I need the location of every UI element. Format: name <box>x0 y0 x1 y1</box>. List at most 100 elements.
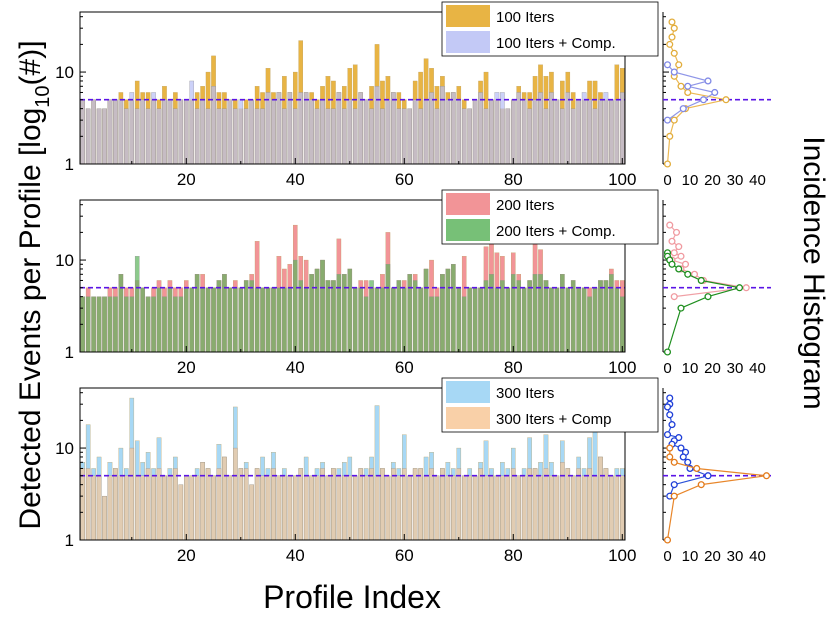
hist-point-200-iters-comp-5 <box>675 265 683 273</box>
bar-100-iters-comp-35 <box>265 92 271 164</box>
bar-200-iters-comp-35 <box>265 287 271 352</box>
bar-300-iters-comp-77 <box>494 475 500 540</box>
bar-200-iters-comp-94 <box>587 296 592 352</box>
hist-point-300-iters-comp-3 <box>670 458 678 466</box>
hist-point-200-iters-comp-6 <box>684 270 692 278</box>
bar-300-iters-comp-71 <box>461 475 467 540</box>
bar-300-iters-comp-58 <box>391 468 396 540</box>
bar-100-iters-comp-94 <box>587 99 592 164</box>
bar-200-iters-comp-41 <box>298 280 304 352</box>
bar-200-iters-comp-71 <box>461 296 467 352</box>
bar-100-iters-comp-28 <box>227 99 233 164</box>
hist-point-100-iters-1 <box>668 18 676 26</box>
bar-300-iters-comp-53 <box>363 475 369 540</box>
bar-300-iters-comp-74 <box>478 468 483 540</box>
x-tick-label-60: 60 <box>395 170 414 189</box>
bar-300-iters-comp-89 <box>560 462 565 540</box>
bar-200-iters-comp-91 <box>570 280 576 352</box>
bar-100-iters-comp-47 <box>331 108 336 164</box>
bar-300-iters-comp-56 <box>380 468 385 540</box>
legend-swatch-300-iters-comp <box>446 407 490 429</box>
hist-point-100-iters-2 <box>670 24 678 32</box>
bar-300-iters-comp-1 <box>80 468 86 540</box>
bar-100-iters-comp-3 <box>91 99 96 164</box>
hist-point-200-iters-6 <box>677 252 685 260</box>
bar-300-iters-comp-82 <box>521 475 527 540</box>
hist-point-100-iters-5 <box>670 49 678 57</box>
bar-200-iters-comp-48 <box>336 274 342 352</box>
hist-point-100-iters-comp-7 <box>679 105 687 113</box>
bar-300-iters-comp-10 <box>129 447 135 540</box>
bar-100-iters-comp-14 <box>151 92 156 164</box>
bars-300-iters-comp <box>80 447 625 540</box>
bar-200-iters-comp-72 <box>467 287 472 352</box>
bar-100-iters-comp-44 <box>314 108 320 164</box>
x-tick-label-80: 80 <box>504 170 523 189</box>
hist-point-200-iters-2 <box>672 228 681 236</box>
bar-200-iters-comp-56 <box>380 287 385 352</box>
hist-point-100-iters-13 <box>666 132 674 140</box>
hist-point-200-iters-comp-8 <box>735 284 744 292</box>
bar-100-iters-comp-83 <box>527 108 532 164</box>
legend-label-300-iters: 300 Iters <box>496 385 554 402</box>
legend: 200 Iters 200 Iters + Comp. <box>441 189 659 245</box>
x-tick-label-80: 80 <box>504 358 523 377</box>
bar-100-iters-comp-5 <box>102 108 107 164</box>
bar-200-iters-comp-3 <box>91 296 96 352</box>
bar-300-iters-comp-24 <box>205 468 211 540</box>
hist-point-200-iters-comp-11 <box>663 348 672 356</box>
bar-100-iters-comp-29 <box>233 108 238 164</box>
bar-200-iters-comp-45 <box>320 259 325 352</box>
hist-line-300-iters-comp <box>666 448 767 541</box>
bar-100-iters-comp-33 <box>254 108 260 164</box>
x-tick-label-100: 100 <box>608 546 636 565</box>
bar-300-iters-comp-40 <box>292 475 298 540</box>
bar-300-iters-comp-79 <box>505 475 511 540</box>
bar-100-iters-comp-61 <box>407 108 413 164</box>
bar-300-iters-comp-44 <box>314 475 320 540</box>
bar-300-iters-comp-23 <box>200 462 205 540</box>
bar-100-iters-comp-34 <box>260 108 265 164</box>
bar-300-iters-comp-33 <box>254 468 260 540</box>
histogram-axis-title: Incidence Histogram <box>797 136 830 409</box>
bar-200-iters-comp-75 <box>483 280 489 352</box>
bar-100-iters-comp-48 <box>336 92 342 164</box>
bar-100-iters-comp-56 <box>380 108 385 164</box>
bar-200-iters-comp-87 <box>549 287 554 352</box>
hist-x-tick-label-40: 40 <box>749 548 766 565</box>
bar-300-iters-comp-50 <box>347 475 353 540</box>
bar-100-iters-comp-32 <box>249 99 254 164</box>
bar-200-iters-comp-19 <box>178 296 184 352</box>
bar-300-iters-comp-90 <box>565 468 571 540</box>
bar-100-iters-comp-15 <box>156 108 162 164</box>
legend: 100 Iters 100 Iters + Comp. <box>441 1 659 57</box>
bar-200-iters-comp-38 <box>282 287 287 352</box>
bar-200-iters-comp-16 <box>162 296 167 352</box>
bar-100-iters-comp-86 <box>543 108 549 164</box>
bar-200-iters-comp-36 <box>271 287 276 352</box>
bar-100-iters-comp-77 <box>494 92 500 164</box>
histogram-axes: 0 10 20 30 40 <box>662 388 766 565</box>
hist-point-100-iters-3 <box>668 33 676 41</box>
bar-200-iters-comp-74 <box>478 287 483 352</box>
bar-300-iters-comp-81 <box>516 475 522 540</box>
bar-200-iters-comp-93 <box>581 287 587 352</box>
bar-100-iters-comp-64 <box>423 99 429 164</box>
bar-300-iters-comp-16 <box>162 475 167 540</box>
bar-100-iters-comp-62 <box>412 99 418 164</box>
x-tick-label-40: 40 <box>286 358 305 377</box>
bar-300-iters-comp-28 <box>227 475 233 540</box>
bar-300-iters-comp-88 <box>554 475 560 540</box>
bar-200-iters-comp-85 <box>538 274 543 352</box>
bar-200-iters-comp-24 <box>205 287 211 352</box>
bar-300-iters-comp-84 <box>532 468 538 540</box>
bar-200-iters-comp-52 <box>358 287 363 352</box>
hist-point-100-iters-comp-5 <box>711 88 719 97</box>
bar-100-iters-comp-73 <box>472 99 478 164</box>
hist-point-200-iters-1 <box>666 221 674 229</box>
bar-300-iters-comp-46 <box>325 475 331 540</box>
hist-point-200-iters-comp-10 <box>677 304 685 312</box>
bar-300-iters-comp-100 <box>619 475 625 540</box>
bar-300-iters-comp-55 <box>374 475 380 540</box>
bar-100-iters-comp-55 <box>374 86 380 164</box>
